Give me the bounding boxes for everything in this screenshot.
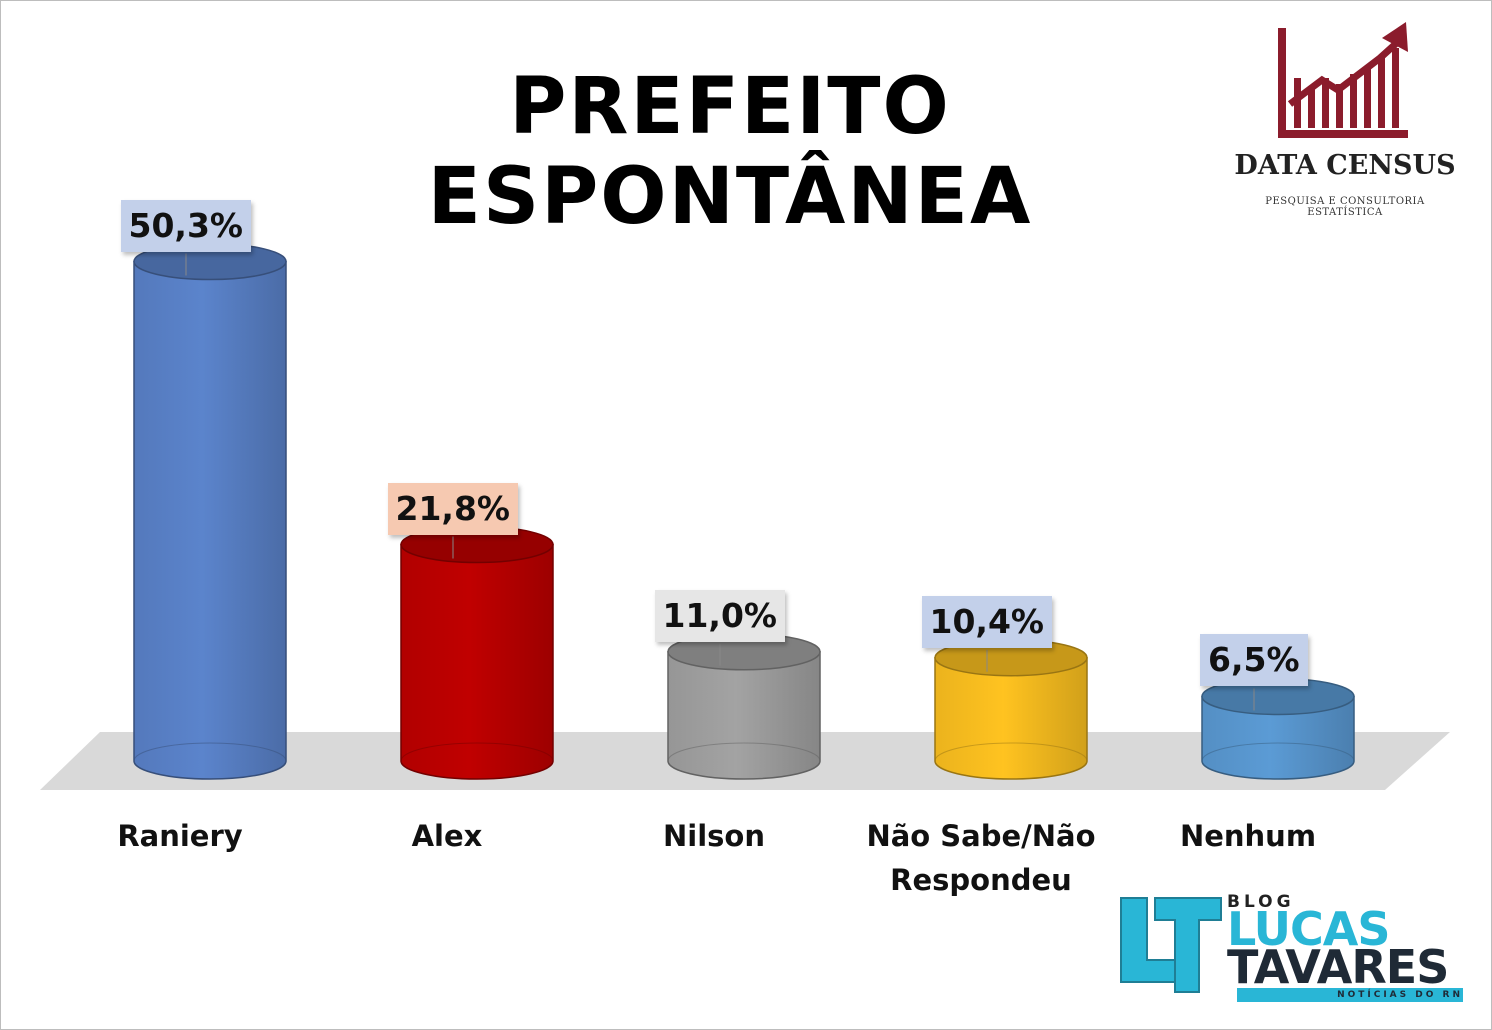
- data-label: 50,3%: [120, 199, 251, 252]
- bar-4: [934, 638, 1088, 780]
- category-label: Alex: [317, 814, 577, 858]
- bar-3: [667, 633, 821, 780]
- blog-name-line1: LUCAS: [1227, 902, 1391, 956]
- blog-small-label: BLOG: [1227, 892, 1295, 912]
- category-label-line: Raniery: [117, 819, 243, 853]
- data-census-subtitle: PESQUISA E CONSULTORIA ESTATÍSTICA: [1265, 196, 1425, 218]
- data-label: 10,4%: [921, 595, 1052, 648]
- bar-body: [400, 543, 554, 780]
- blog-logo: BLOG LUCAS TAVARES NOTÍCIAS DO RN: [1115, 888, 1475, 1008]
- category-label-line: Nilson: [663, 819, 765, 853]
- lt-monogram-icon: [1120, 897, 1222, 993]
- blog-tagline: NOTÍCIAS DO RN: [1337, 990, 1463, 1000]
- data-label: 11,0%: [654, 589, 785, 642]
- data-label: 21,8%: [387, 482, 518, 535]
- category-label: Nilson: [584, 814, 844, 858]
- bar-body: [667, 651, 821, 780]
- bar-body: [934, 656, 1088, 780]
- bar-2: [400, 525, 554, 780]
- category-label-line: Respondeu: [890, 863, 1072, 897]
- data-census-logo-icon: [1278, 22, 1408, 138]
- data-label: 6,5%: [1200, 634, 1308, 687]
- category-label: Não Sabe/Não Respondeu: [851, 814, 1111, 902]
- category-label: Raniery: [50, 814, 310, 858]
- data-census-name: DATA CENSUS: [1234, 150, 1456, 181]
- blog-name-line2: TAVARES: [1227, 940, 1449, 994]
- bar-body: [1201, 695, 1355, 780]
- category-label-line: Não Sabe/Não: [866, 819, 1096, 853]
- category-label-line: Nenhum: [1179, 819, 1317, 853]
- bar-1: [133, 242, 287, 780]
- chart-title: PREFEITO ESPONTÂNEA: [427, 62, 1033, 242]
- bar-body: [133, 260, 287, 780]
- category-label-line: Alex: [411, 819, 483, 853]
- blog-tagline-bar: [1237, 988, 1463, 1002]
- bar-5: [1201, 677, 1355, 780]
- category-label: Nenhum: [1118, 814, 1378, 858]
